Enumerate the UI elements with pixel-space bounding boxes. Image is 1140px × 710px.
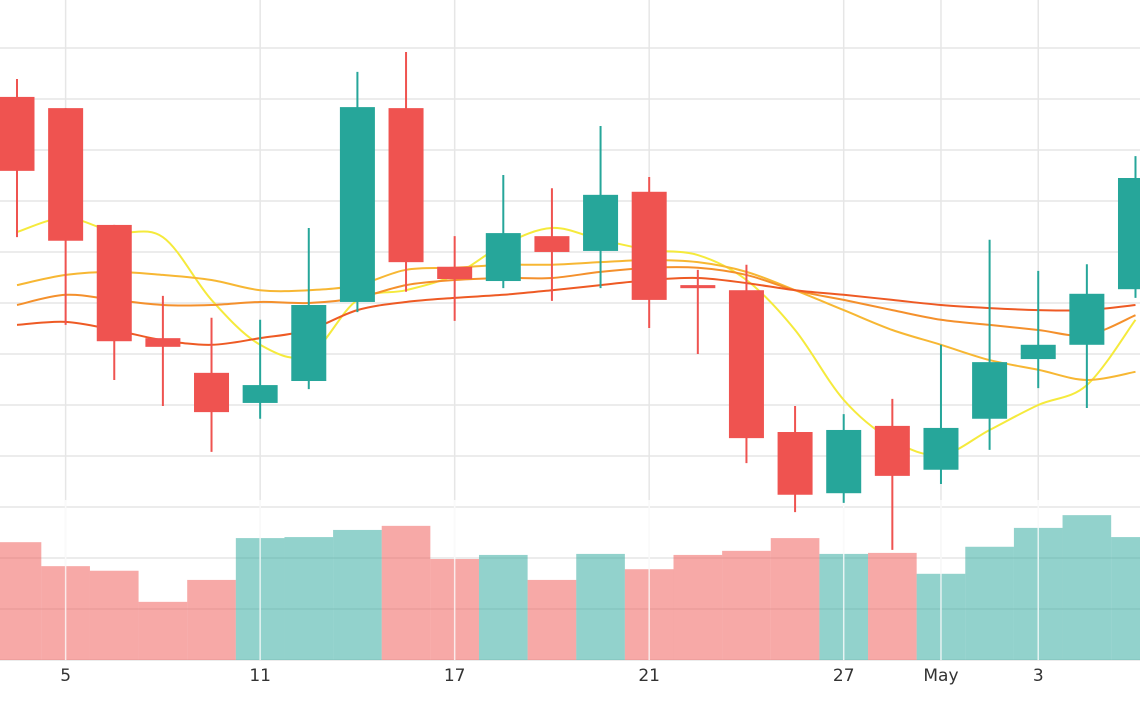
volume-bar <box>1111 537 1140 660</box>
candle-body <box>923 427 959 470</box>
candle-body <box>145 338 181 347</box>
volume-bar <box>527 579 577 660</box>
candle-body <box>291 305 327 382</box>
candle-body <box>874 425 910 476</box>
moving-average-line <box>16 266 1136 337</box>
candle-body <box>194 372 230 413</box>
volume-bar <box>722 550 771 660</box>
volume-bar <box>478 554 528 660</box>
volume-bar <box>673 554 723 660</box>
volume-bar <box>333 529 382 660</box>
candle-body <box>583 194 619 251</box>
candle-body <box>96 224 132 342</box>
candle-body <box>437 266 473 279</box>
candle-body <box>777 432 813 495</box>
candle-body <box>631 191 667 300</box>
volume-bar <box>187 579 236 660</box>
candle-body <box>48 108 84 241</box>
x-tick-label: 17 <box>444 666 466 686</box>
volume-bar <box>965 546 1014 660</box>
candle-body <box>972 362 1008 419</box>
candle-body <box>680 285 716 289</box>
candle-body <box>826 429 862 494</box>
x-tick-label: 11 <box>249 666 271 686</box>
volume-bar <box>0 542 42 660</box>
x-tick-label: 5 <box>60 666 71 686</box>
volume-bar <box>138 601 188 660</box>
moving-average-line <box>16 276 1136 346</box>
volume-bar <box>770 538 820 660</box>
x-tick-label: 21 <box>638 666 660 686</box>
volume-bar <box>576 553 625 660</box>
candle-body <box>339 107 375 302</box>
candle-body <box>1117 178 1140 290</box>
candle-body <box>388 108 424 263</box>
moving-average-line <box>16 259 1136 381</box>
x-tick-label: May <box>923 666 958 686</box>
volume-bar <box>1062 515 1112 660</box>
volume-bar <box>284 537 334 660</box>
candle-body <box>242 385 278 403</box>
candle-body <box>728 290 764 439</box>
candle-body <box>0 96 35 171</box>
candle-body <box>534 236 570 252</box>
volume-bar <box>381 525 431 660</box>
x-tick-label: 3 <box>1033 666 1044 686</box>
candle-body <box>485 233 521 282</box>
candle-body <box>1069 293 1105 345</box>
volume-bar <box>868 552 917 660</box>
volume-bar <box>89 570 139 660</box>
candle-body <box>1020 344 1056 360</box>
x-tick-label: 27 <box>833 666 855 686</box>
